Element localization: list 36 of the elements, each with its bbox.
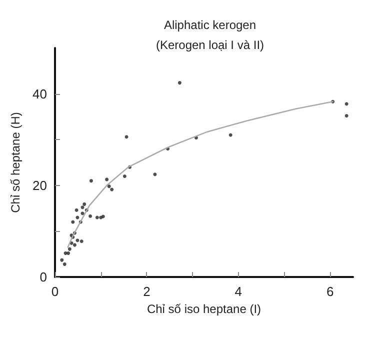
chart-title: Aliphatic kerogen	[164, 18, 256, 32]
x-tick-label: 2	[143, 284, 150, 299]
x-axis-title: Chỉ số iso heptane (I)	[146, 302, 262, 316]
point	[66, 251, 70, 255]
point	[76, 238, 80, 242]
y-axis-title: Chỉ số heptane (H)	[8, 112, 23, 213]
point	[122, 174, 126, 178]
x-tick-label: 0	[51, 284, 59, 299]
point	[60, 258, 64, 262]
point	[124, 135, 128, 139]
point	[178, 81, 182, 85]
point	[153, 172, 157, 176]
point	[110, 188, 114, 192]
point	[62, 262, 66, 266]
y-tick-label: 0	[40, 270, 47, 284]
y-tick-label: 20	[32, 178, 47, 193]
point	[80, 212, 84, 216]
point	[344, 114, 348, 118]
x-tick-label: 6	[326, 284, 334, 299]
point	[344, 102, 348, 106]
point	[95, 216, 99, 220]
point	[80, 206, 84, 210]
point	[74, 208, 78, 212]
point	[107, 184, 111, 188]
point	[89, 179, 93, 183]
chart-subtitle: (Kerogen loại I và II)	[156, 38, 264, 52]
point	[71, 220, 75, 224]
point	[68, 247, 72, 251]
point	[228, 133, 232, 137]
point	[80, 240, 84, 244]
point	[82, 202, 86, 206]
point	[72, 243, 76, 247]
point	[88, 214, 92, 218]
x-tick-label: 4	[234, 284, 242, 299]
y-tick-label: 40	[32, 86, 47, 102]
point	[105, 178, 109, 182]
